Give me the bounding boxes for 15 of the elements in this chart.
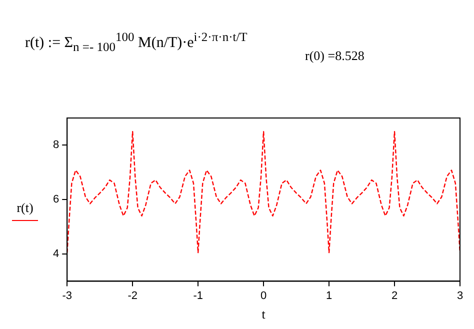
y-axis-title: r(t) bbox=[16, 200, 34, 216]
x-axis-title: t bbox=[262, 306, 266, 322]
x-tick-label: 0 bbox=[260, 290, 267, 302]
y-tick-label: 6 bbox=[52, 194, 60, 206]
line-series bbox=[67, 131, 460, 254]
text: r(t) := Σ$_{n =- 100}$$^{100}$ M(n/T)·e$^{i·2·π·n·t/T}$ bbox=[25, 30, 248, 55]
x-tick-label: 3 bbox=[456, 290, 464, 302]
x-tick-label: 2 bbox=[391, 290, 398, 302]
x-tick-label: -2 bbox=[128, 290, 138, 302]
x-tick-label: -3 bbox=[62, 290, 72, 302]
y-tick-label: 8 bbox=[52, 139, 60, 152]
x-tick-label: -1 bbox=[193, 290, 203, 302]
text: r(0) =8.528 bbox=[305, 48, 364, 64]
y-tick-label: 4 bbox=[52, 248, 60, 260]
x-tick-label: 1 bbox=[326, 290, 332, 302]
